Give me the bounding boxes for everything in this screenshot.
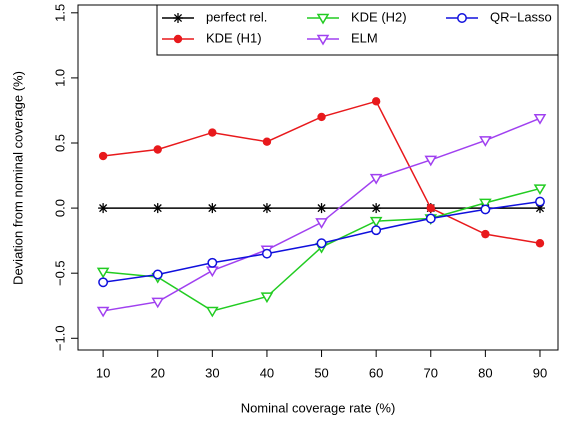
marker-stroke bbox=[173, 13, 183, 23]
y-tick-label: −1.0 bbox=[52, 325, 67, 351]
x-tick-label: 30 bbox=[205, 365, 219, 380]
marker bbox=[315, 218, 328, 229]
marker bbox=[262, 137, 272, 146]
marker bbox=[479, 136, 492, 147]
marker bbox=[151, 297, 165, 309]
y-tick-label: 0.0 bbox=[52, 199, 67, 217]
marker bbox=[261, 203, 272, 214]
marker-stroke bbox=[372, 204, 381, 213]
y-tick-label: 0.5 bbox=[52, 134, 67, 152]
x-tick-label: 40 bbox=[260, 365, 274, 380]
marker bbox=[173, 13, 183, 23]
y-tick-label: 1.0 bbox=[52, 69, 67, 87]
legend-label: perfect rel. bbox=[206, 9, 267, 24]
marker bbox=[96, 267, 110, 279]
legend-label: KDE (H2) bbox=[351, 9, 407, 24]
marker bbox=[535, 196, 545, 207]
x-tick-label: 10 bbox=[96, 365, 110, 380]
marker bbox=[425, 213, 436, 224]
marker-stroke bbox=[153, 204, 162, 213]
marker bbox=[317, 112, 326, 122]
marker bbox=[173, 34, 183, 44]
marker bbox=[371, 203, 382, 214]
legend: perfect rel. KDE (H1) KDE (H2) ELM QR−Lasso bbox=[156, 4, 559, 56]
x-axis-label: Nominal coverage rate (%) bbox=[241, 400, 396, 415]
marker bbox=[369, 216, 383, 228]
marker bbox=[480, 204, 491, 215]
marker bbox=[98, 277, 109, 288]
marker-stroke bbox=[99, 204, 108, 213]
marker bbox=[457, 13, 467, 23]
x-tick-label: 20 bbox=[150, 365, 164, 380]
legend-label: QR−Lasso bbox=[490, 9, 552, 24]
legend-label: ELM bbox=[351, 30, 378, 45]
x-tick-label: 70 bbox=[424, 365, 438, 380]
marker bbox=[371, 225, 382, 236]
marker bbox=[371, 97, 381, 106]
x-tick-label: 90 bbox=[533, 365, 547, 380]
y-axis-label: Deviation from nominal coverage (%) bbox=[10, 71, 25, 285]
marker bbox=[533, 184, 547, 196]
legend-box bbox=[156, 4, 559, 56]
marker bbox=[207, 257, 218, 268]
marker-stroke bbox=[208, 204, 217, 213]
marker-stroke bbox=[262, 204, 272, 213]
x-tick-label: 50 bbox=[314, 365, 328, 380]
marker bbox=[98, 203, 109, 214]
marker bbox=[207, 203, 218, 214]
y-tick-label: −0.5 bbox=[52, 260, 67, 286]
marker bbox=[152, 269, 163, 280]
legend-label: KDE (H1) bbox=[206, 30, 262, 45]
marker bbox=[369, 173, 383, 185]
marker bbox=[206, 306, 219, 318]
marker bbox=[479, 198, 492, 210]
marker bbox=[316, 238, 327, 249]
marker bbox=[208, 128, 217, 137]
marker-stroke bbox=[317, 204, 326, 213]
marker bbox=[424, 155, 438, 167]
marker bbox=[260, 292, 274, 304]
x-tick-label: 60 bbox=[369, 365, 383, 380]
marker bbox=[261, 248, 272, 259]
marker bbox=[481, 229, 490, 239]
marker bbox=[535, 239, 545, 248]
series-line bbox=[102, 117, 541, 312]
y-tick-label: 1.5 bbox=[52, 4, 67, 22]
marker bbox=[533, 114, 547, 125]
marker bbox=[152, 203, 163, 214]
plot-frame bbox=[77, 4, 559, 351]
marker bbox=[98, 151, 108, 161]
marker bbox=[316, 13, 330, 25]
marker bbox=[153, 145, 162, 154]
marker bbox=[96, 306, 110, 318]
x-tick-label: 80 bbox=[478, 365, 492, 380]
marker bbox=[206, 266, 219, 278]
marker bbox=[316, 34, 330, 46]
marker bbox=[316, 203, 327, 214]
marker bbox=[426, 203, 435, 213]
